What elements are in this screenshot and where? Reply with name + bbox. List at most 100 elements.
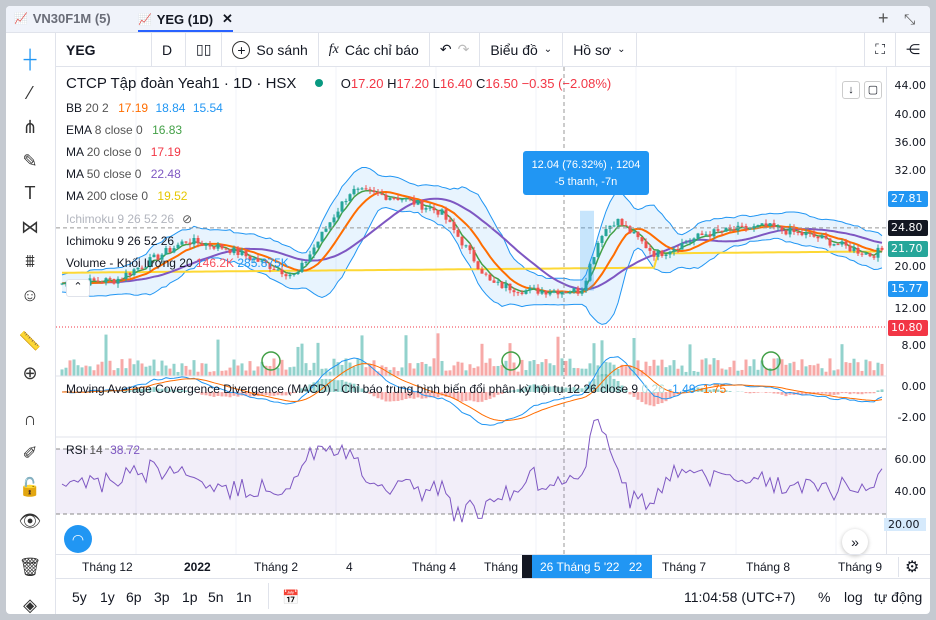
fullscreen-button[interactable]: ⛶ [864,32,896,67]
clock[interactable]: 11:04:58 (UTC+7) [684,589,796,605]
settings-gear-icon[interactable]: ⚙ [898,557,919,577]
share-button[interactable]: ⋲ [896,33,930,67]
legend-ma20[interactable]: MA 20 close 0 17.19 [66,145,181,159]
price-axis[interactable] [886,67,930,554]
legend-ichimoku-hidden[interactable]: Ichimoku 9 26 52 26 ⊘ [66,212,192,226]
volume-bar [68,360,72,376]
volume-bar [492,366,496,376]
interval-button[interactable]: D [152,32,186,67]
pitchfork-icon[interactable]: ⋔ [22,116,38,137]
eye-crossed-icon[interactable]: ⊘ [182,212,193,226]
candle-body [840,241,844,245]
close-icon[interactable]: ✕ [222,11,233,26]
brush-icon[interactable]: ✎ [22,150,38,171]
legend-value: 38.72 [110,443,141,457]
lock-icon[interactable]: 🔓 [18,476,42,497]
percent-scale-button[interactable]: % [818,589,831,605]
crosshair-icon[interactable]: ┼ [23,48,37,69]
macd-histogram-bar [484,392,488,401]
ruler-icon[interactable]: 📏 [18,330,42,351]
volume-bar [320,368,324,376]
prediction-icon[interactable]: ⩩ [25,250,35,271]
candle-body [232,247,236,254]
candle-body [684,242,688,244]
chart-area[interactable]: CTCP Tập đoàn Yeah1 · 1D · HSX O17.20 H1… [56,67,930,555]
pattern-icon[interactable]: ⋈ [21,216,39,237]
legend-volume[interactable]: Volume - Khối lượng 20 146.2K 285.875K [66,256,289,270]
legend-ma50[interactable]: MA 50 close 0 22.48 [66,167,181,181]
layers-icon[interactable]: ◈ [23,594,37,615]
chart-canvas[interactable] [56,67,930,554]
go-to-realtime-button[interactable]: » [842,529,868,555]
trendline-icon[interactable]: ⁄ [28,82,32,103]
volume-bar [84,365,88,376]
legend-ma200[interactable]: MA 200 close 0 19.52 [66,189,187,203]
range-3m[interactable]: 3p [154,589,170,605]
range-5y[interactable]: 5y [72,589,87,605]
time-axis[interactable]: Tháng 12 2022 Tháng 2 4 Tháng 4 Tháng 26… [56,554,930,578]
macd-histogram-bar [780,392,784,395]
volume-bar [808,364,812,376]
profile-button[interactable]: Hồ sơ ⌄ [563,32,637,67]
range-1d[interactable]: 1n [236,589,252,605]
macd-histogram-bar [392,392,396,402]
goto-date-icon[interactable]: 📅 [282,589,300,605]
range-1y[interactable]: 1y [100,589,115,605]
legend-bb[interactable]: BB 20 2 17.19 18.84 15.54 [66,101,223,115]
indicators-label: Các chỉ báo [344,41,419,58]
eye-icon[interactable]: 👁 [18,510,42,531]
macd-histogram-bar [528,385,532,392]
volume-bar [416,363,420,376]
candle-body [104,278,108,283]
legend-macd[interactable]: Moving Average Covergence Divergence (MA… [66,382,726,396]
zoom-in-icon[interactable]: ⊕ [22,362,38,383]
legend-ema[interactable]: EMA 8 close 0 16.83 [66,123,182,137]
redo-icon[interactable]: ↷ [457,41,470,57]
legend-params: 14 [89,443,103,457]
chart-type-button[interactable]: ▯▯ [186,32,223,67]
scroll-to-latest-button[interactable]: ↓ [842,81,860,99]
volume-bar [212,371,216,376]
legend-value: 17.19 [118,101,149,115]
legend-ichimoku[interactable]: Ichimoku 9 26 52 26 [66,234,174,248]
chart-menu-button[interactable]: Biểu đồ ⌄ [480,32,564,67]
log-scale-button[interactable]: log [844,589,863,605]
symbol-search[interactable]: YEG [56,32,152,67]
macd-histogram-bar [152,386,156,392]
candle-body [480,269,484,274]
lock-drawing-icon[interactable]: ✐ [22,442,38,463]
indicators-button[interactable]: fx Các chỉ báo [319,32,430,67]
tradingview-logo[interactable]: ◠ [64,525,92,553]
legend-value: 146.2K [195,256,235,270]
financial-event-marker [501,351,521,371]
compare-button[interactable]: + So sánh [222,32,319,67]
volume-bar [600,340,604,376]
volume-bar [780,359,784,376]
chevron-down-icon: ⌄ [543,44,553,55]
collapse-legend-button[interactable]: ⌃ [66,279,90,297]
range-1m[interactable]: 1p [182,589,198,605]
collapse-icon[interactable]: ⤡ [904,11,916,27]
volume-bar [620,364,624,376]
undo-icon[interactable]: ↶ [439,41,452,57]
legend-rsi[interactable]: RSI 14 38.72 [66,443,140,457]
tab-vn30f1m[interactable]: 📈 VN30F1M (5) [14,11,111,26]
range-5d[interactable]: 5n [208,589,224,605]
trash-icon[interactable]: 🗑 [18,556,42,577]
candle-body [144,266,148,269]
text-icon[interactable]: T [24,182,36,203]
macd-histogram-bar [356,385,360,392]
volume-bar [528,361,532,376]
legend-name: MA [66,189,84,203]
tab-yeg[interactable]: 📈 YEG (1D) ✕ [138,11,233,32]
auto-scale-button[interactable]: tự động [874,589,923,605]
candle-body [540,290,544,294]
candle-body [632,231,636,234]
macd-histogram-bar [596,375,600,392]
add-tab-icon[interactable]: + [878,8,889,28]
reset-scale-button[interactable]: ▢ [864,81,882,99]
emoji-icon[interactable]: ☺ [20,284,40,305]
range-6m[interactable]: 6p [126,589,142,605]
candle-body [680,243,684,250]
magnet-icon[interactable]: ∩ [23,408,37,429]
